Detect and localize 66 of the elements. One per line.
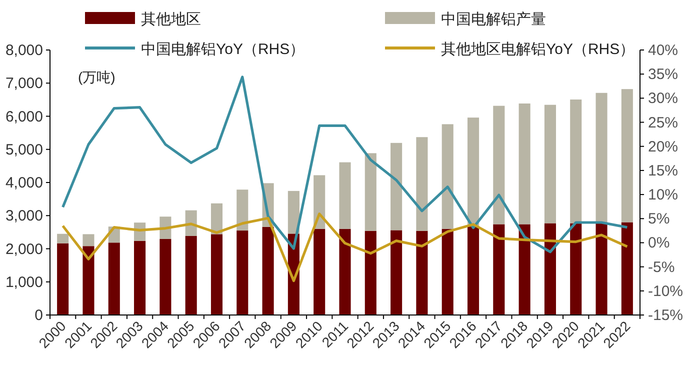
y2-tick-label: 30% (648, 90, 678, 108)
bar (518, 103, 530, 224)
bar (364, 153, 376, 231)
bar (570, 100, 582, 224)
bar (364, 230, 376, 315)
bar (621, 222, 633, 315)
bar (339, 162, 351, 229)
y2-tick-label: 35% (648, 66, 678, 84)
y-tick-label: 2,000 (5, 240, 43, 258)
y-tick-label: 4,000 (5, 174, 43, 192)
bar (160, 238, 172, 315)
bar (82, 246, 94, 315)
y2-tick-label: 40% (648, 42, 678, 59)
bar (596, 92, 608, 224)
y-tick-label: 5,000 (5, 141, 43, 158)
bar (596, 223, 608, 315)
bar (390, 230, 402, 315)
bar (210, 234, 223, 315)
bar (134, 240, 146, 315)
bar (185, 236, 197, 315)
y2-tick-label: 15% (648, 162, 678, 180)
legend-label: 其他地区电解铝YoY（RHS） (441, 41, 635, 58)
bar (621, 89, 633, 222)
bar (416, 230, 428, 315)
y2-tick-label: -15% (648, 307, 684, 324)
y-tick-label: 6,000 (5, 108, 43, 126)
bar (108, 242, 120, 315)
y-tick-label: 0 (34, 307, 43, 324)
y2-tick-label: 5% (648, 210, 670, 228)
y2-tick-label: 25% (648, 114, 678, 132)
bar (82, 234, 94, 246)
legend-label: 中国电解铝YoY（RHS） (141, 41, 305, 58)
bar (570, 223, 582, 315)
bar (467, 226, 480, 315)
y2-tick-label: 10% (648, 186, 678, 204)
bar (262, 226, 274, 315)
bar (57, 243, 69, 315)
bar (467, 118, 480, 227)
bar (518, 224, 530, 315)
legend-label: 其他地区 (141, 11, 201, 28)
bar (288, 190, 300, 234)
y-tick-label: 3,000 (5, 208, 43, 225)
bar (442, 124, 454, 229)
y-tick-label: 7,000 (5, 75, 43, 92)
y2-tick-label: -5% (648, 258, 675, 276)
bar (493, 106, 505, 224)
y-tick-label: 1,000 (5, 274, 43, 291)
annotation: (万吨) (78, 69, 116, 85)
bar (57, 234, 69, 244)
y2-tick-label: -10% (648, 282, 684, 300)
bar (314, 228, 326, 315)
bar (210, 203, 223, 234)
y2-tick-label: 20% (648, 138, 678, 156)
bar (544, 104, 556, 224)
bar (544, 223, 556, 315)
bar (236, 230, 248, 315)
line-series (62, 212, 628, 282)
y-tick-label: 8,000 (5, 42, 43, 59)
bar (390, 142, 402, 230)
bar (416, 137, 428, 231)
bar (493, 224, 505, 315)
legend-label: 中国电解铝产量 (441, 11, 546, 28)
y2-tick-label: 0% (648, 234, 670, 252)
bar (236, 190, 248, 231)
bar (442, 228, 454, 315)
bar (339, 228, 351, 315)
